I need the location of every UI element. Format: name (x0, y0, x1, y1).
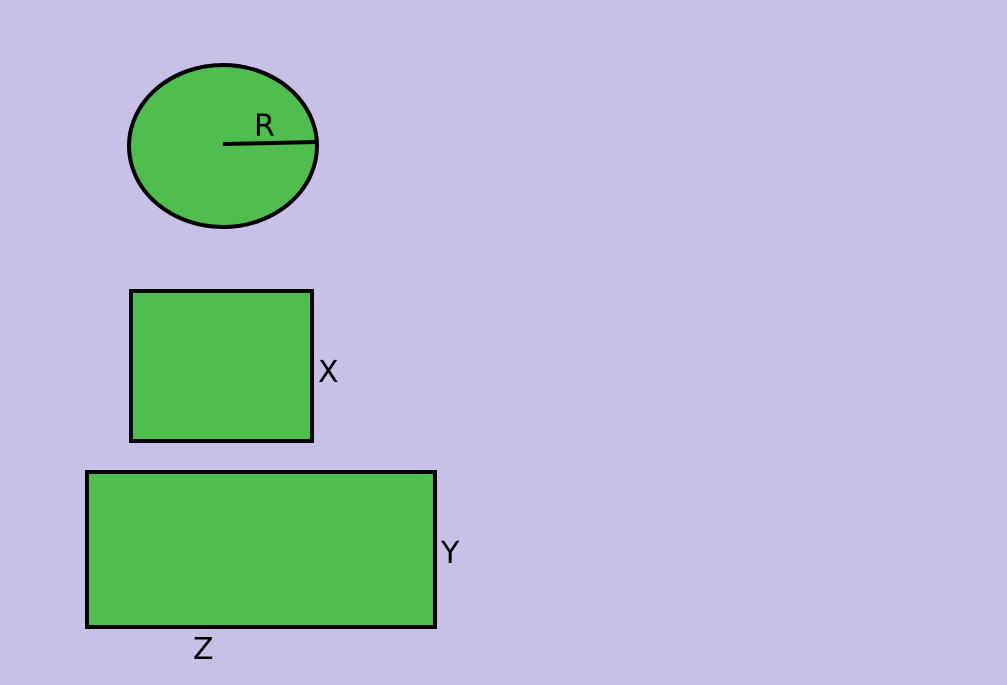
circle-group: R (127, 63, 319, 229)
circle-shape (127, 63, 319, 229)
square-shape (129, 289, 314, 443)
rectangle-group: Y Z (85, 470, 460, 667)
rectangle-height-label: Y (440, 536, 460, 571)
rectangle-shape (85, 470, 437, 629)
radius-line (222, 140, 318, 146)
square-side-label: X (318, 355, 339, 390)
rectangle-width-label: Z (193, 632, 214, 667)
radius-label: R (254, 109, 275, 144)
square-group: X (129, 289, 339, 443)
